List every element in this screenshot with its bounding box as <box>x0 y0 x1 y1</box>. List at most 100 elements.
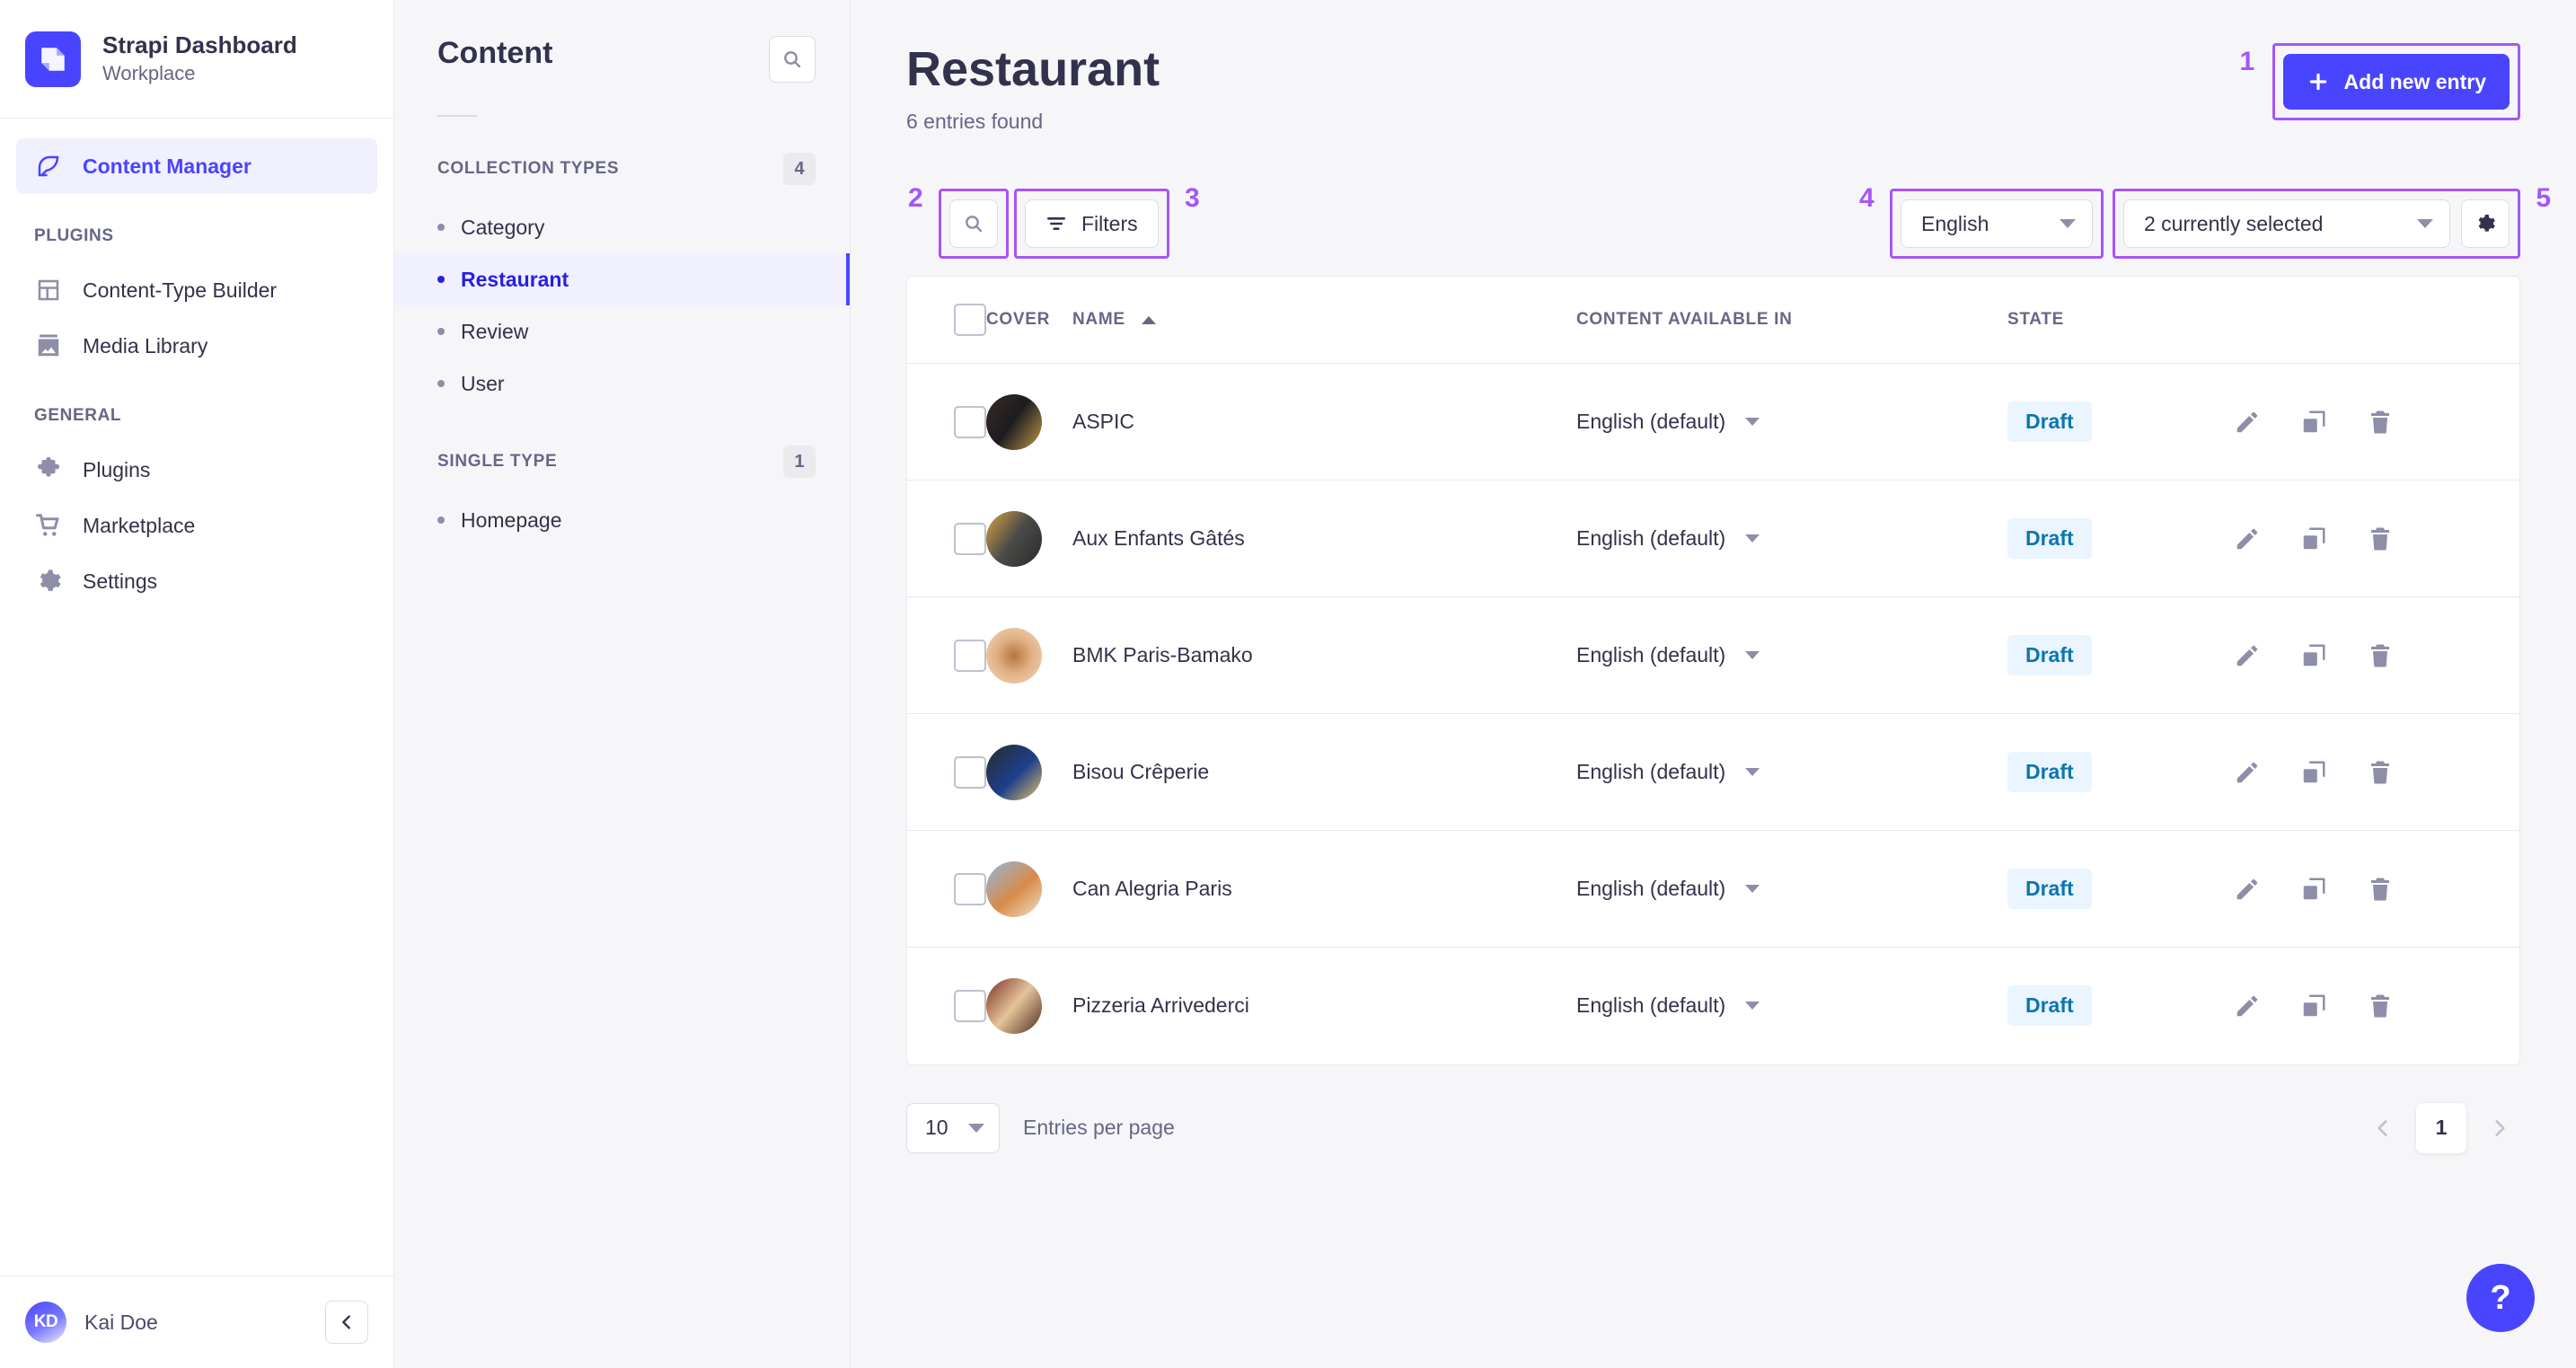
delete-icon[interactable] <box>2365 407 2395 437</box>
table-row[interactable]: ASPIC English (default) Draft <box>907 363 2519 481</box>
entries-per-page-select[interactable]: 10 <box>906 1102 1000 1153</box>
edit-icon[interactable] <box>2232 757 2263 788</box>
next-page-button[interactable] <box>2479 1108 2520 1149</box>
row-locale-cell: English (default) <box>1576 948 2007 1064</box>
duplicate-icon[interactable] <box>2298 524 2329 554</box>
sidebar-collapse-button[interactable] <box>325 1301 368 1344</box>
chevron-down-icon <box>1745 885 1760 894</box>
sort-ascending-icon <box>1141 315 1156 324</box>
single-type-group-header: SINGLE TYPE 1 <box>394 446 850 478</box>
row-checkbox[interactable] <box>954 639 986 672</box>
row-locale-label: English (default) <box>1576 993 1726 1018</box>
column-header-cover[interactable]: COVER <box>986 277 1072 365</box>
column-header-state[interactable]: STATE <box>2007 277 2232 365</box>
row-checkbox[interactable] <box>954 872 986 905</box>
locale-dropdown[interactable]: English (default) <box>1576 760 2007 784</box>
duplicate-icon[interactable] <box>2298 640 2329 671</box>
row-name-cell: Bisou Crêperie <box>1072 713 1576 832</box>
locale-dropdown[interactable]: English (default) <box>1576 643 2007 667</box>
add-new-entry-button[interactable]: Add new entry <box>2282 54 2510 110</box>
duplicate-icon[interactable] <box>2298 757 2329 788</box>
content-type-item-homepage[interactable]: Homepage <box>394 494 850 546</box>
bullet-icon <box>437 224 445 231</box>
sidebar-item-label: Plugins <box>83 457 151 481</box>
content-type-item-category[interactable]: Category <box>394 201 850 253</box>
chevron-down-icon <box>1745 534 1760 543</box>
table-settings-button[interactable] <box>2461 199 2510 249</box>
locale-dropdown[interactable]: English (default) <box>1576 526 2007 551</box>
delete-icon[interactable] <box>2365 640 2395 671</box>
select-all-checkbox[interactable] <box>954 304 986 337</box>
locale-dropdown[interactable]: English (default) <box>1576 877 2007 901</box>
cover-thumbnail <box>986 627 1042 684</box>
filters-button[interactable]: Filters <box>1025 199 1159 249</box>
row-checkbox[interactable] <box>954 755 986 789</box>
sidebar-item-label: Marketplace <box>83 513 196 537</box>
search-button[interactable] <box>949 199 998 249</box>
content-type-item-restaurant[interactable]: Restaurant <box>394 253 850 305</box>
entries-table-card: COVER NAME CONTENT AVAILABLE IN STATE <box>906 276 2520 1065</box>
edit-icon[interactable] <box>2232 524 2263 554</box>
row-checkbox[interactable] <box>954 989 986 1022</box>
row-checkbox[interactable] <box>954 522 986 555</box>
content-type-item-review[interactable]: Review <box>394 305 850 357</box>
sidebar-item-settings[interactable]: Settings <box>16 553 377 609</box>
edit-icon[interactable] <box>2232 640 2263 671</box>
sidebar-brand-header[interactable]: Strapi Dashboard Workplace <box>0 0 393 119</box>
content-search-button[interactable] <box>769 36 816 83</box>
delete-icon[interactable] <box>2365 874 2395 905</box>
table-row[interactable]: Pizzeria Arrivederci English (default) D… <box>907 948 2519 1064</box>
sidebar-item-content-type-builder[interactable]: Content-Type Builder <box>16 262 377 318</box>
table-row[interactable]: Bisou Crêperie English (default) Draft <box>907 713 2519 832</box>
locale-dropdown[interactable]: English (default) <box>1576 410 2007 434</box>
page-number-button[interactable]: 1 <box>2416 1102 2466 1153</box>
row-cover-cell <box>986 713 1072 832</box>
column-header-name[interactable]: NAME <box>1072 277 1576 365</box>
main-sidebar: Strapi Dashboard Workplace Content Manag… <box>0 0 394 1368</box>
annotation-number-1: 1 <box>2239 47 2255 76</box>
panel-divider <box>437 115 477 117</box>
duplicate-icon[interactable] <box>2298 407 2329 437</box>
search-icon <box>966 216 983 233</box>
row-state-cell: Draft <box>2007 830 2232 949</box>
content-types-panel: Content COLLECTION TYPES 4 Category Rest… <box>394 0 851 1368</box>
bullet-icon <box>437 328 445 335</box>
delete-icon[interactable] <box>2365 757 2395 788</box>
row-locale-cell: English (default) <box>1576 713 2007 832</box>
table-row[interactable]: BMK Paris-Bamako English (default) Draft <box>907 596 2519 715</box>
row-checkbox[interactable] <box>954 405 986 438</box>
table-body: ASPIC English (default) Draft <box>907 363 2519 1064</box>
gear-icon <box>2478 215 2495 232</box>
previous-page-button[interactable] <box>2362 1108 2404 1149</box>
help-button[interactable]: ? <box>2466 1264 2535 1332</box>
fields-select[interactable]: 2 currently selected <box>2123 199 2450 249</box>
annotation-number-2: 2 <box>908 183 923 214</box>
content-type-item-user[interactable]: User <box>394 357 850 410</box>
sidebar-item-media-library[interactable]: Media Library <box>16 318 377 374</box>
sidebar-section-label-plugins: PLUGINS <box>34 226 114 245</box>
duplicate-icon[interactable] <box>2298 991 2329 1021</box>
delete-icon[interactable] <box>2365 991 2395 1021</box>
status-badge: Draft <box>2007 635 2092 676</box>
sidebar-item-content-manager[interactable]: Content Manager <box>16 138 377 194</box>
delete-icon[interactable] <box>2365 524 2395 554</box>
sidebar-item-plugins[interactable]: Plugins <box>16 442 377 498</box>
table-row[interactable]: Can Alegria Paris English (default) Draf… <box>907 830 2519 949</box>
search-annotation-group: 2 <box>908 185 1009 260</box>
avatar[interactable]: KD <box>25 1302 66 1343</box>
duplicate-icon[interactable] <box>2298 874 2329 905</box>
locale-select[interactable]: English <box>1901 199 2093 249</box>
edit-icon[interactable] <box>2232 874 2263 905</box>
table-row[interactable]: Aux Enfants Gâtés English (default) Draf… <box>907 480 2519 598</box>
sidebar-item-marketplace[interactable]: Marketplace <box>16 498 377 553</box>
filters-annotation-group: 3 Filters <box>1014 185 1200 260</box>
column-header-content-available-in[interactable]: CONTENT AVAILABLE IN <box>1576 277 2007 365</box>
row-select-cell <box>907 363 986 481</box>
sidebar-section-label-general: GENERAL <box>34 406 122 425</box>
page-title: Restaurant <box>906 42 1160 96</box>
edit-icon[interactable] <box>2232 991 2263 1021</box>
edit-icon[interactable] <box>2232 407 2263 437</box>
locale-dropdown[interactable]: English (default) <box>1576 993 2007 1018</box>
column-header-name-label: NAME <box>1072 310 1125 330</box>
row-name-cell: Can Alegria Paris <box>1072 830 1576 949</box>
